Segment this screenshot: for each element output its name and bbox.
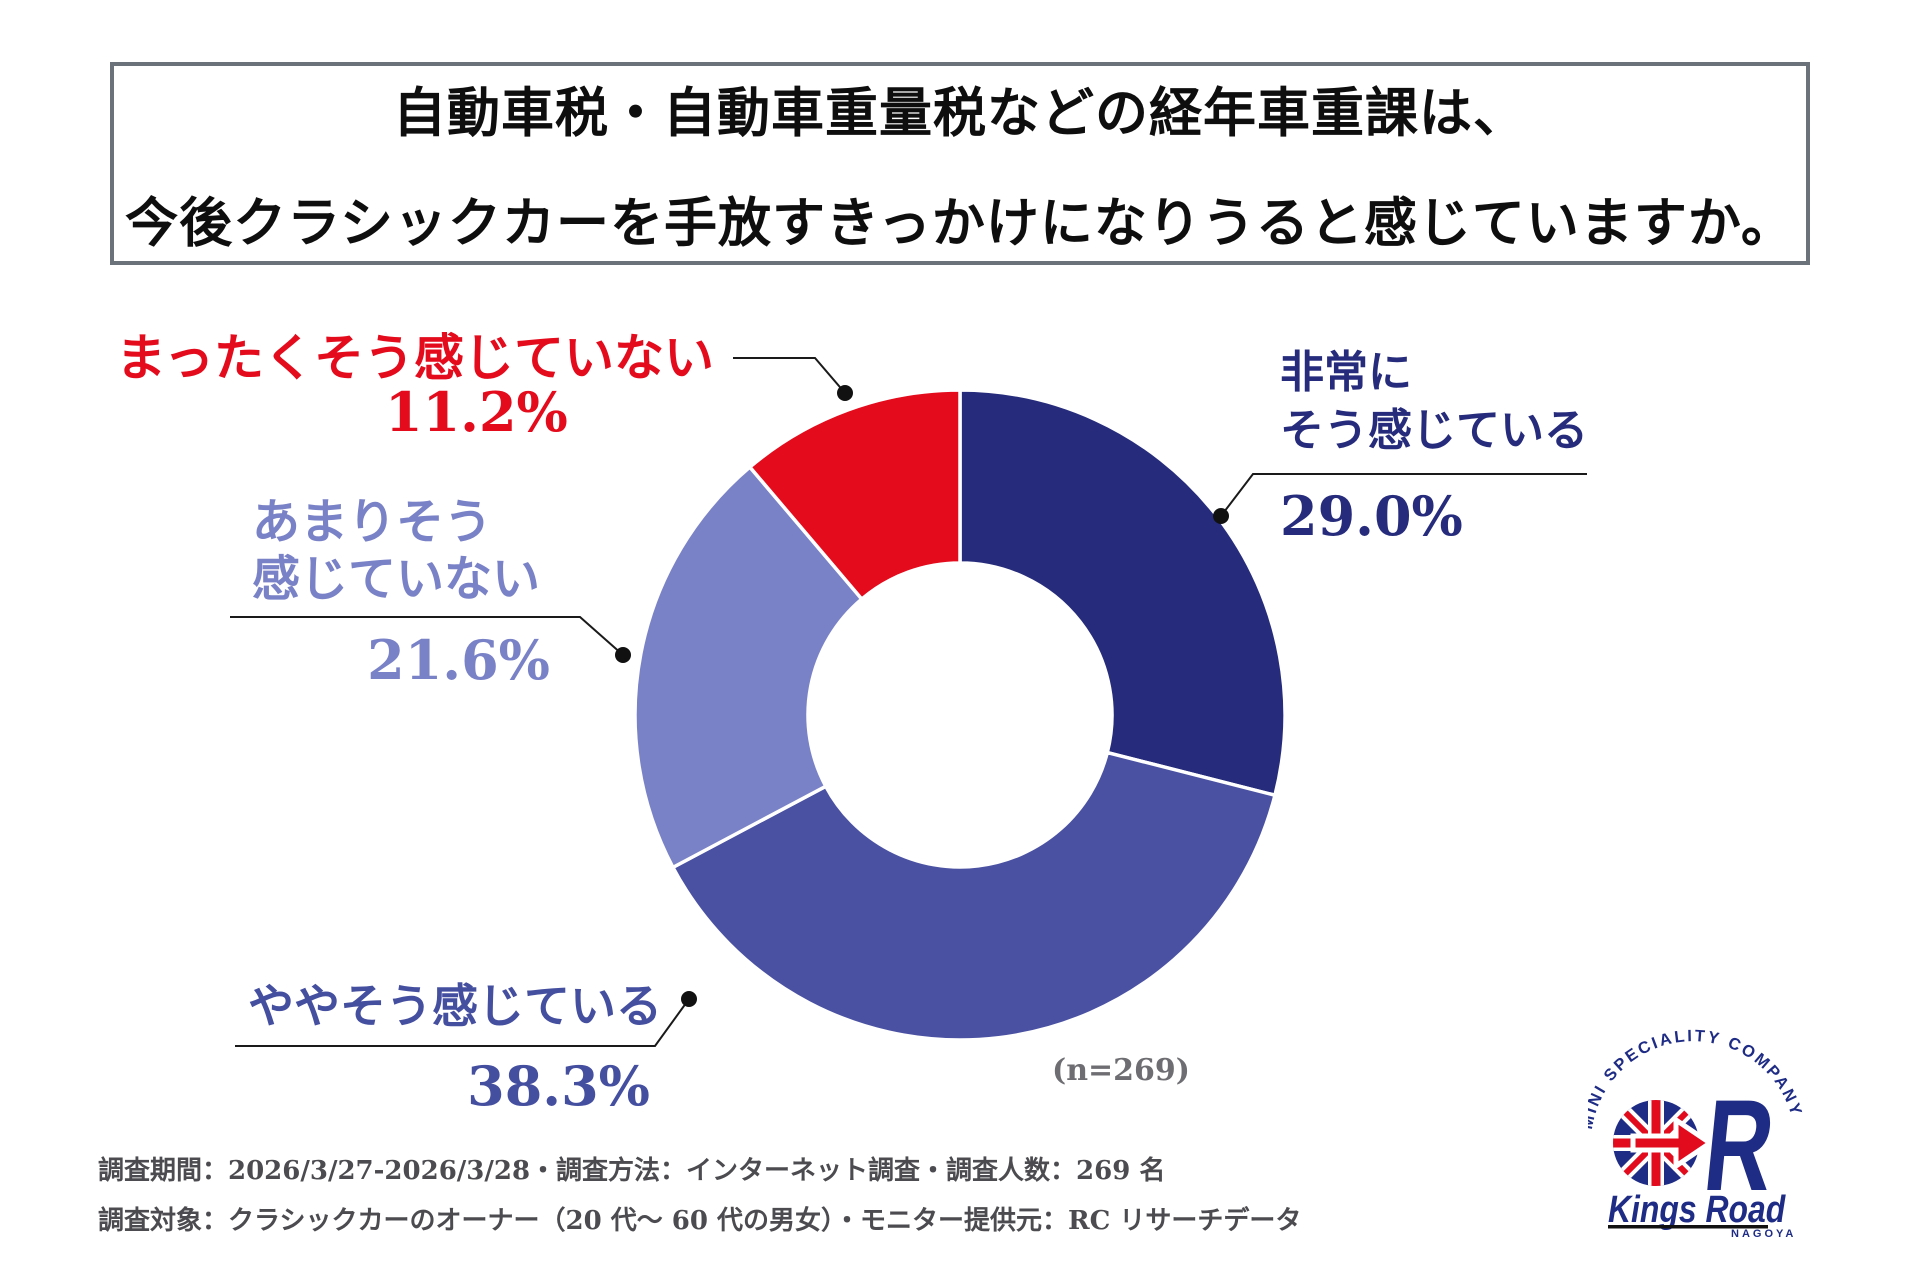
logo-monogram: R [1698,1073,1780,1218]
callout-notreally-line1: あまりそう [252,494,493,550]
leader-very-line [1220,473,1587,517]
callout-notreally-line2: 感じていない [252,551,541,607]
leader-somewhat-dot [681,991,697,1007]
callout-very-line2: そう感じている [1280,405,1588,456]
logo-city-text: NAGOYA [1731,1228,1796,1240]
survey-note-line2: 調査対象：クラシックカーのオーナー（20 代～ 60 代の男女）・モニター提供元… [98,1206,1302,1236]
title-box: 自動車税・自動車重量税などの経年車重課は、 今後クラシックカーを手放すきっかけに… [110,62,1810,265]
pie-slice-3 [748,388,962,601]
pie-slice-0 [958,388,1287,798]
callout-very-pct: 29.0% [1280,484,1463,548]
leader-very-dot [1213,508,1229,524]
leader-notatall-dot [837,385,853,401]
page-title-line1: 自動車税・自動車重量税などの経年車重課は、 [393,81,1527,144]
survey-notes: 調査期間：2026/3/27-2026/3/28・調査方法：インターネット調査・… [98,1150,1301,1250]
leader-notreally-dot [615,647,631,663]
sample-size-label: (n=269) [1052,1053,1190,1088]
leader-notatall-line [733,357,846,394]
page-title-line2: 今後クラシックカーを手放すきっかけになりうると感じていますか。 [125,191,1795,254]
survey-note-line1: 調査期間：2026/3/27-2026/3/28・調査方法：インターネット調査・… [98,1156,1166,1186]
callout-very-label: 非常に そう感じている [1280,344,1588,460]
callout-notatall-label: まったくそう感じていない [116,328,714,387]
callout-very-line1: 非常に [1280,347,1412,398]
leader-notreally-line [230,616,624,656]
callout-notreally-label: あまりそう 感じていない [252,494,540,608]
callout-notatall-pct: 11.2% [385,380,568,444]
logo-underline [1608,1225,1768,1229]
callout-somewhat-label: ややそう感じている [248,979,662,1033]
arrow-icon [1630,1115,1715,1171]
callout-somewhat-pct: 38.3% [467,1054,650,1118]
leader-somewhat-line [235,998,690,1047]
logo-brand-text: Kings Road [1608,1188,1787,1230]
kings-road-logo: MINI SPECIALITY COMPANY R [1588,1027,1803,1240]
pie-slice-2 [633,465,864,870]
union-jack-roundel-icon [1613,1100,1715,1186]
pie-slice-1 [671,750,1277,1042]
callout-notreally-pct: 21.6% [367,628,550,692]
